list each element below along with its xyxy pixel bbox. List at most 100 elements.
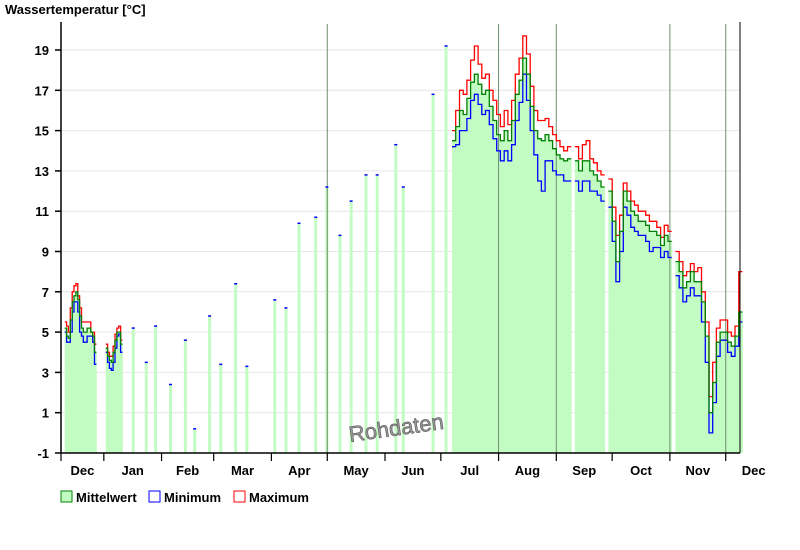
mean-bar xyxy=(593,174,598,453)
mean-bar xyxy=(690,271,695,453)
mean-bar xyxy=(586,160,591,453)
legend-swatch-minimum xyxy=(148,490,161,503)
mean-line xyxy=(608,190,672,263)
y-tick-label: 7 xyxy=(42,285,49,300)
mean-bar xyxy=(273,299,277,453)
mean-bar xyxy=(552,148,557,454)
mean-bar xyxy=(634,215,639,453)
mean-bar xyxy=(338,235,342,453)
legend-swatch-maximum xyxy=(233,490,246,503)
mean-bar xyxy=(245,366,249,453)
month-label: Jul xyxy=(460,463,479,478)
mean-bar xyxy=(578,170,583,453)
month-label: Apr xyxy=(288,463,310,478)
mean-bar xyxy=(701,301,706,453)
mean-bar xyxy=(114,340,118,453)
y-tick-label: 13 xyxy=(35,164,49,179)
mean-bar xyxy=(600,187,606,453)
mean-bar xyxy=(694,281,699,453)
mean-bar xyxy=(533,130,539,453)
mean-bar xyxy=(364,174,368,453)
mean-line xyxy=(64,291,97,353)
mean-bar xyxy=(612,221,617,453)
mean-bar xyxy=(208,315,212,453)
y-tick-label: 15 xyxy=(35,124,49,139)
mean-bar xyxy=(735,336,740,453)
mean-bar xyxy=(638,221,643,453)
mean-bar xyxy=(94,352,97,453)
mean-bar xyxy=(530,106,535,454)
mean-bar xyxy=(431,94,435,453)
mean-bar xyxy=(686,281,691,453)
mean-bar xyxy=(193,428,197,453)
max-line xyxy=(675,250,743,398)
marker-lines xyxy=(326,24,727,453)
month-label: Feb xyxy=(176,463,199,478)
mean-bar xyxy=(118,332,121,453)
y-tick-label: 11 xyxy=(35,204,49,219)
mean-bar xyxy=(284,307,288,453)
mean-bar xyxy=(504,130,509,453)
mean-bar xyxy=(589,170,594,453)
month-label: Jun xyxy=(401,463,424,478)
mean-bar xyxy=(154,326,158,453)
mean-bar xyxy=(727,342,732,453)
mean-bar xyxy=(168,384,172,453)
mean-bar xyxy=(474,74,479,454)
mean-bar xyxy=(656,235,661,453)
mean-bar xyxy=(489,106,494,454)
y-tick-label: 5 xyxy=(42,325,49,340)
mean-bar xyxy=(314,217,318,453)
mean-bar xyxy=(511,120,516,454)
legend-label: Minimum xyxy=(164,490,221,505)
mean-bar xyxy=(183,340,187,453)
mean-bar xyxy=(92,336,95,453)
mean-bar xyxy=(697,281,702,453)
mean-bar xyxy=(219,364,223,453)
mean-bar xyxy=(515,94,520,453)
mean-bar xyxy=(463,114,468,453)
mean-bar xyxy=(455,126,460,453)
mean-bar xyxy=(545,134,550,453)
min-line xyxy=(608,206,672,283)
mean-bar xyxy=(349,201,353,453)
mean-bar xyxy=(653,231,658,453)
mean-bar xyxy=(144,362,148,453)
month-label: Oct xyxy=(630,463,652,478)
mean-line xyxy=(675,260,743,414)
y-tick-label: 9 xyxy=(42,245,49,260)
mean-bar xyxy=(574,160,580,453)
mean-line xyxy=(452,57,572,162)
mean-bar xyxy=(70,320,73,453)
legend-swatch-mittelwert xyxy=(60,490,73,503)
mean-bar xyxy=(507,140,513,454)
mean-bar xyxy=(111,362,114,453)
mean-bar xyxy=(679,271,684,453)
y-tick-label: 3 xyxy=(42,365,49,380)
mean-bar xyxy=(72,301,75,453)
mean-bar xyxy=(619,231,624,453)
mean-bar xyxy=(375,174,379,453)
mean-bar xyxy=(116,332,120,453)
mean-bar xyxy=(64,328,67,453)
series-lines xyxy=(64,35,743,434)
mean-bar xyxy=(519,80,524,453)
mean-bar xyxy=(682,287,688,453)
mean-bar xyxy=(478,84,483,453)
month-label: Jan xyxy=(121,463,143,478)
mean-bar xyxy=(85,332,88,453)
mean-bar xyxy=(120,344,123,453)
month-label: Mar xyxy=(231,463,254,478)
mean-bar xyxy=(560,158,565,453)
legend-label: Mittelwert xyxy=(76,490,137,505)
mean-bar xyxy=(537,138,542,453)
mean-bar xyxy=(556,154,561,453)
month-label: May xyxy=(343,463,369,478)
mean-bar xyxy=(567,158,572,453)
legend-label: Maximum xyxy=(249,490,309,505)
min-line xyxy=(574,180,605,202)
mean-bars xyxy=(64,45,743,454)
mean-bar xyxy=(664,235,669,453)
mean-bar xyxy=(88,328,92,453)
